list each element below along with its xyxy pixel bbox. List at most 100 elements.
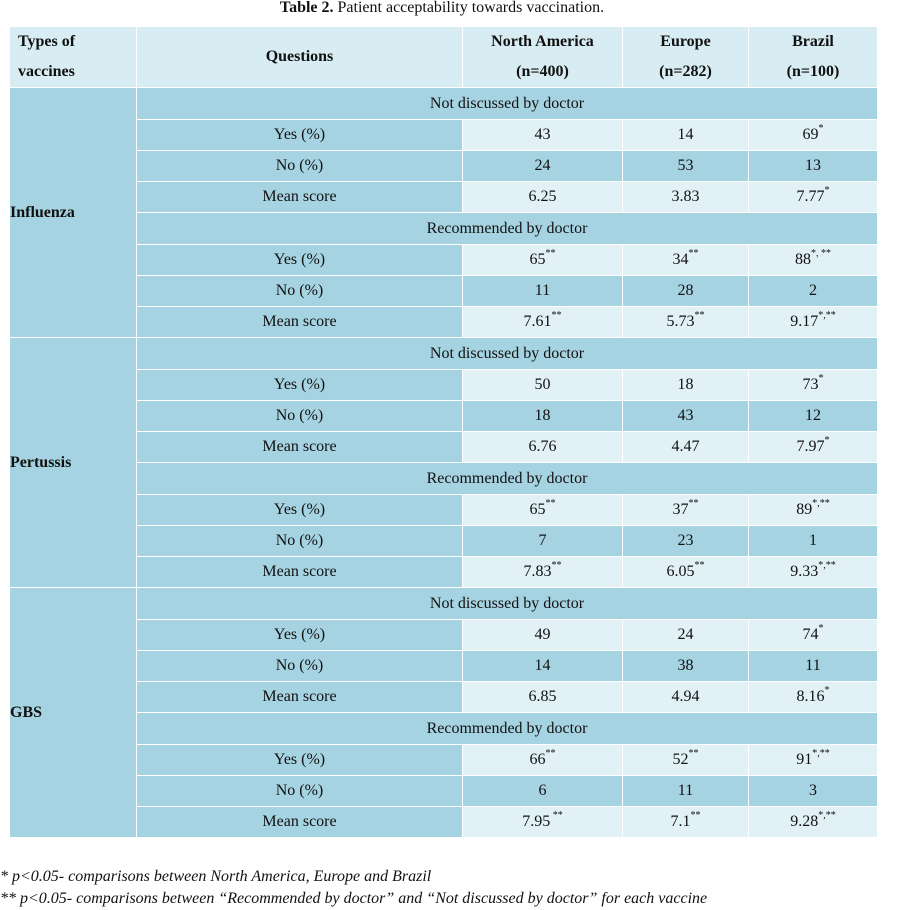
europe-value: 5.73** xyxy=(622,306,749,338)
section-row: GBS Not discussed by doctor xyxy=(9,587,878,838)
significance-marker: *,** xyxy=(818,310,836,321)
header-north-america: North America (n=400) xyxy=(462,26,623,88)
cell-value: 24 xyxy=(677,626,694,643)
question-label: No (%) xyxy=(136,150,463,182)
significance-marker: ** xyxy=(694,560,705,571)
question-label: No (%) xyxy=(136,775,463,807)
significance-marker: * xyxy=(818,623,824,634)
footnote-2: ** p<0.05- comparisons between “Recommen… xyxy=(0,890,708,907)
brazil-value: 12 xyxy=(748,400,878,432)
cell-value: 4.47 xyxy=(671,438,700,455)
brazil-value: 88*, ** xyxy=(748,244,878,276)
cell-value: 24 xyxy=(534,157,551,174)
significance-marker: * xyxy=(818,123,824,134)
cell-value: 14 xyxy=(677,126,694,143)
north-america-value: 49 xyxy=(462,619,623,651)
brazil-value: 8.16* xyxy=(748,681,878,713)
cell-value: 38 xyxy=(677,657,694,674)
significance-marker: * xyxy=(818,373,824,384)
north-america-value: 24 xyxy=(462,150,623,182)
question-label: Mean score xyxy=(136,681,463,713)
cell-value: 73 xyxy=(802,376,819,393)
table-row: Yes (%) 49 24 74* xyxy=(10,619,878,651)
cell-value: 2 xyxy=(809,282,817,299)
cell-value: 43 xyxy=(534,126,551,143)
north-america-value: 11 xyxy=(462,275,623,307)
header-col-name: Europe xyxy=(660,33,711,50)
cell-value: 13 xyxy=(805,157,821,174)
north-america-value: 6.25 xyxy=(462,181,623,213)
north-america-value: 7.61** xyxy=(462,306,623,338)
cell-value: 12 xyxy=(805,407,821,424)
brazil-value: 1 xyxy=(748,525,878,557)
question-label: Yes (%) xyxy=(136,744,463,776)
cell-value: 7 xyxy=(538,532,547,549)
cell-value: 7.95 xyxy=(522,813,551,830)
cell-value: 3 xyxy=(809,782,817,799)
europe-value: 37** xyxy=(622,494,749,526)
cell-value: 53 xyxy=(677,157,694,174)
cell-value: 3.83 xyxy=(671,188,700,205)
brazil-value: 2 xyxy=(748,275,878,307)
cell-value: 28 xyxy=(677,282,694,299)
header-row: Types of vaccines Questions North Americ… xyxy=(9,26,878,88)
table-row: No (%) 7 23 1 xyxy=(10,525,878,557)
header-types-line2: vaccines xyxy=(18,63,75,80)
cell-value: 37 xyxy=(672,501,689,518)
question-label: Yes (%) xyxy=(136,369,463,401)
north-america-value: 65** xyxy=(462,244,623,276)
europe-value: 43 xyxy=(622,400,749,432)
table-row: No (%) 6 11 3 xyxy=(10,775,878,807)
section-title: Recommended by doctor xyxy=(136,212,878,245)
table-row: Yes (%) 43 14 69* xyxy=(10,119,878,151)
cell-value: 8.16 xyxy=(796,688,825,705)
significance-marker: * xyxy=(824,685,830,696)
cell-value: 11 xyxy=(677,782,694,799)
table-caption: Table 2. Patient acceptability towards v… xyxy=(0,0,884,16)
cell-value: 6.25 xyxy=(528,188,557,205)
question-label: No (%) xyxy=(136,525,463,557)
cell-value: 6.85 xyxy=(528,688,557,705)
brazil-value: 73* xyxy=(748,369,878,401)
vaccine-type: GBS xyxy=(9,587,137,838)
cell-value: 6 xyxy=(538,782,547,799)
cell-value: 6.76 xyxy=(528,438,557,455)
question-label: Mean score xyxy=(136,431,463,463)
brazil-value: 9.33*,** xyxy=(748,556,878,588)
table-row: Mean score 7.83** 6.05** 9.33*,** xyxy=(10,556,878,588)
north-america-value: 7 xyxy=(462,525,623,557)
header-types: Types of vaccines xyxy=(9,26,137,88)
significance-marker: * xyxy=(824,185,830,196)
brazil-value: 9.28*,** xyxy=(748,806,878,838)
cell-value: 7.77 xyxy=(796,188,825,205)
significance-marker: ** xyxy=(550,810,563,821)
cell-value: 1 xyxy=(809,532,817,549)
significance-marker: ** xyxy=(694,310,705,321)
cell-value: 50 xyxy=(534,376,551,393)
europe-value: 14 xyxy=(622,119,749,151)
question-label: Yes (%) xyxy=(136,119,463,151)
significance-marker: ** xyxy=(688,498,699,509)
brazil-value: 3 xyxy=(748,775,878,807)
table-row: No (%) 24 53 13 xyxy=(10,150,878,182)
section-row: Recommended by doctor xyxy=(10,712,878,745)
table-row: No (%) 18 43 12 xyxy=(10,400,878,432)
header-col-name: Brazil xyxy=(792,33,834,50)
cell-value: 14 xyxy=(534,657,551,674)
europe-value: 23 xyxy=(622,525,749,557)
table-row: Mean score 6.25 3.83 7.77* xyxy=(10,181,878,213)
question-label: No (%) xyxy=(136,650,463,682)
europe-value: 3.83 xyxy=(622,181,749,213)
cell-value: 91 xyxy=(796,751,813,768)
question-label: Yes (%) xyxy=(136,494,463,526)
section-title: Not discussed by doctor xyxy=(136,337,878,370)
header-col-n: (n=282) xyxy=(659,63,712,80)
table-row: Yes (%) 50 18 73* xyxy=(10,369,878,401)
header-col-n: (n=400) xyxy=(516,63,569,80)
europe-value: 53 xyxy=(622,150,749,182)
significance-marker: * xyxy=(824,435,830,446)
table-row: Mean score 6.76 4.47 7.97* xyxy=(10,431,878,463)
section-row: Influenza Not discussed by doctor xyxy=(9,87,878,338)
table-row: Mean score 6.85 4.94 8.16* xyxy=(10,681,878,713)
section-title: Not discussed by doctor xyxy=(136,87,878,120)
